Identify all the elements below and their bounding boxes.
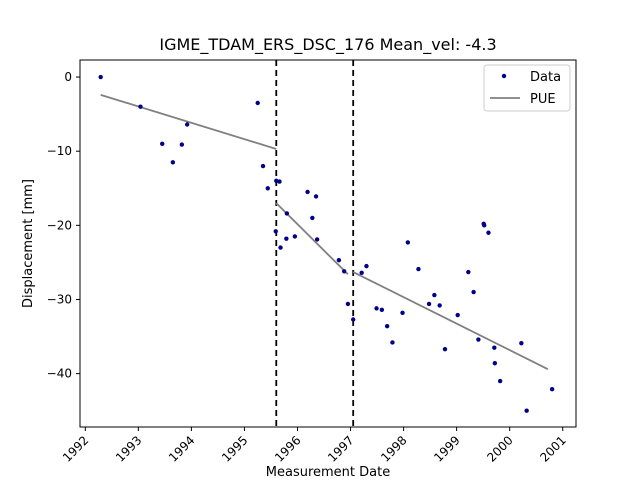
data-point [416, 266, 421, 272]
x-tick-label: 1999 [431, 433, 462, 464]
data-point [432, 292, 437, 298]
data-point [466, 269, 471, 275]
pue-segment-1 [100, 93, 277, 150]
legend-data-marker [501, 73, 507, 79]
data-point [310, 215, 315, 221]
data-point [292, 234, 298, 239]
data-point [455, 312, 460, 318]
y-tick-label: −40 [47, 367, 72, 381]
data-series [98, 74, 555, 413]
legend-data-label: Data [530, 70, 561, 85]
data-point [345, 301, 351, 307]
data-point [313, 194, 319, 199]
x-tick-label: 2001 [537, 433, 568, 464]
data-point [524, 408, 529, 413]
data-point [336, 257, 342, 263]
data-point [486, 230, 491, 235]
data-point [364, 263, 369, 269]
data-point [314, 237, 320, 242]
data-point [98, 74, 103, 80]
legend: Data PUE [483, 64, 571, 112]
data-point [255, 100, 260, 106]
plot-frame [79, 59, 577, 428]
data-point [184, 122, 190, 127]
data-point [179, 142, 185, 147]
data-point [442, 346, 448, 352]
y-tick-label: 0 [64, 70, 72, 84]
data-point [277, 179, 282, 184]
data-point [390, 340, 395, 345]
y-axis-label: Displacement [mm] [21, 179, 36, 308]
legend-pue-label: PUE [530, 92, 556, 107]
data-point [426, 301, 432, 307]
x-tick-label: 1997 [325, 433, 356, 464]
data-point [549, 386, 555, 392]
x-tick-label: 1994 [166, 433, 197, 464]
x-tick-label: 1998 [378, 433, 409, 464]
x-tick-label: 1993 [113, 433, 144, 464]
data-point [278, 245, 283, 250]
data-point [482, 223, 487, 228]
data-point [476, 337, 481, 342]
data-point [341, 269, 347, 274]
data-point [359, 270, 364, 275]
y-axis: 0 −10 −20 −30 −40 [47, 70, 80, 381]
pue-segment-3 [352, 271, 549, 370]
data-point [260, 163, 266, 169]
data-point [284, 211, 290, 216]
x-tick-label: 1992 [60, 433, 91, 464]
y-tick-label: −20 [47, 218, 72, 232]
data-point [384, 323, 390, 329]
data-point [492, 361, 498, 366]
data-point [405, 240, 411, 245]
data-point [170, 160, 176, 165]
data-point [400, 310, 405, 316]
data-point [350, 317, 356, 322]
data-point [492, 345, 497, 350]
y-tick-label: −30 [47, 292, 72, 306]
data-point [497, 378, 503, 384]
data-point [284, 236, 289, 241]
chart-title: IGME_TDAM_ERS_DSC_176 Mean_vel: -4.3 [159, 35, 496, 55]
y-tick-label: −10 [47, 144, 72, 158]
data-point [374, 306, 379, 311]
data-point [265, 186, 270, 191]
data-point [138, 104, 143, 109]
x-axis-label: Measurement Date [266, 465, 390, 480]
breakpoint-lines [275, 60, 355, 427]
data-point [305, 189, 310, 195]
data-point [471, 289, 476, 295]
data-point [437, 303, 442, 308]
x-axis: 1992 1993 1994 1995 1996 1997 1998 1999 2000 2001 [60, 427, 569, 465]
pue-series [100, 93, 549, 370]
x-tick-label: 1995 [219, 433, 250, 464]
data-point [519, 341, 524, 346]
x-tick-label: 2000 [484, 433, 515, 464]
x-tick-label: 1996 [272, 433, 303, 464]
data-point [273, 229, 278, 234]
data-point [379, 307, 385, 313]
data-point [160, 141, 165, 146]
